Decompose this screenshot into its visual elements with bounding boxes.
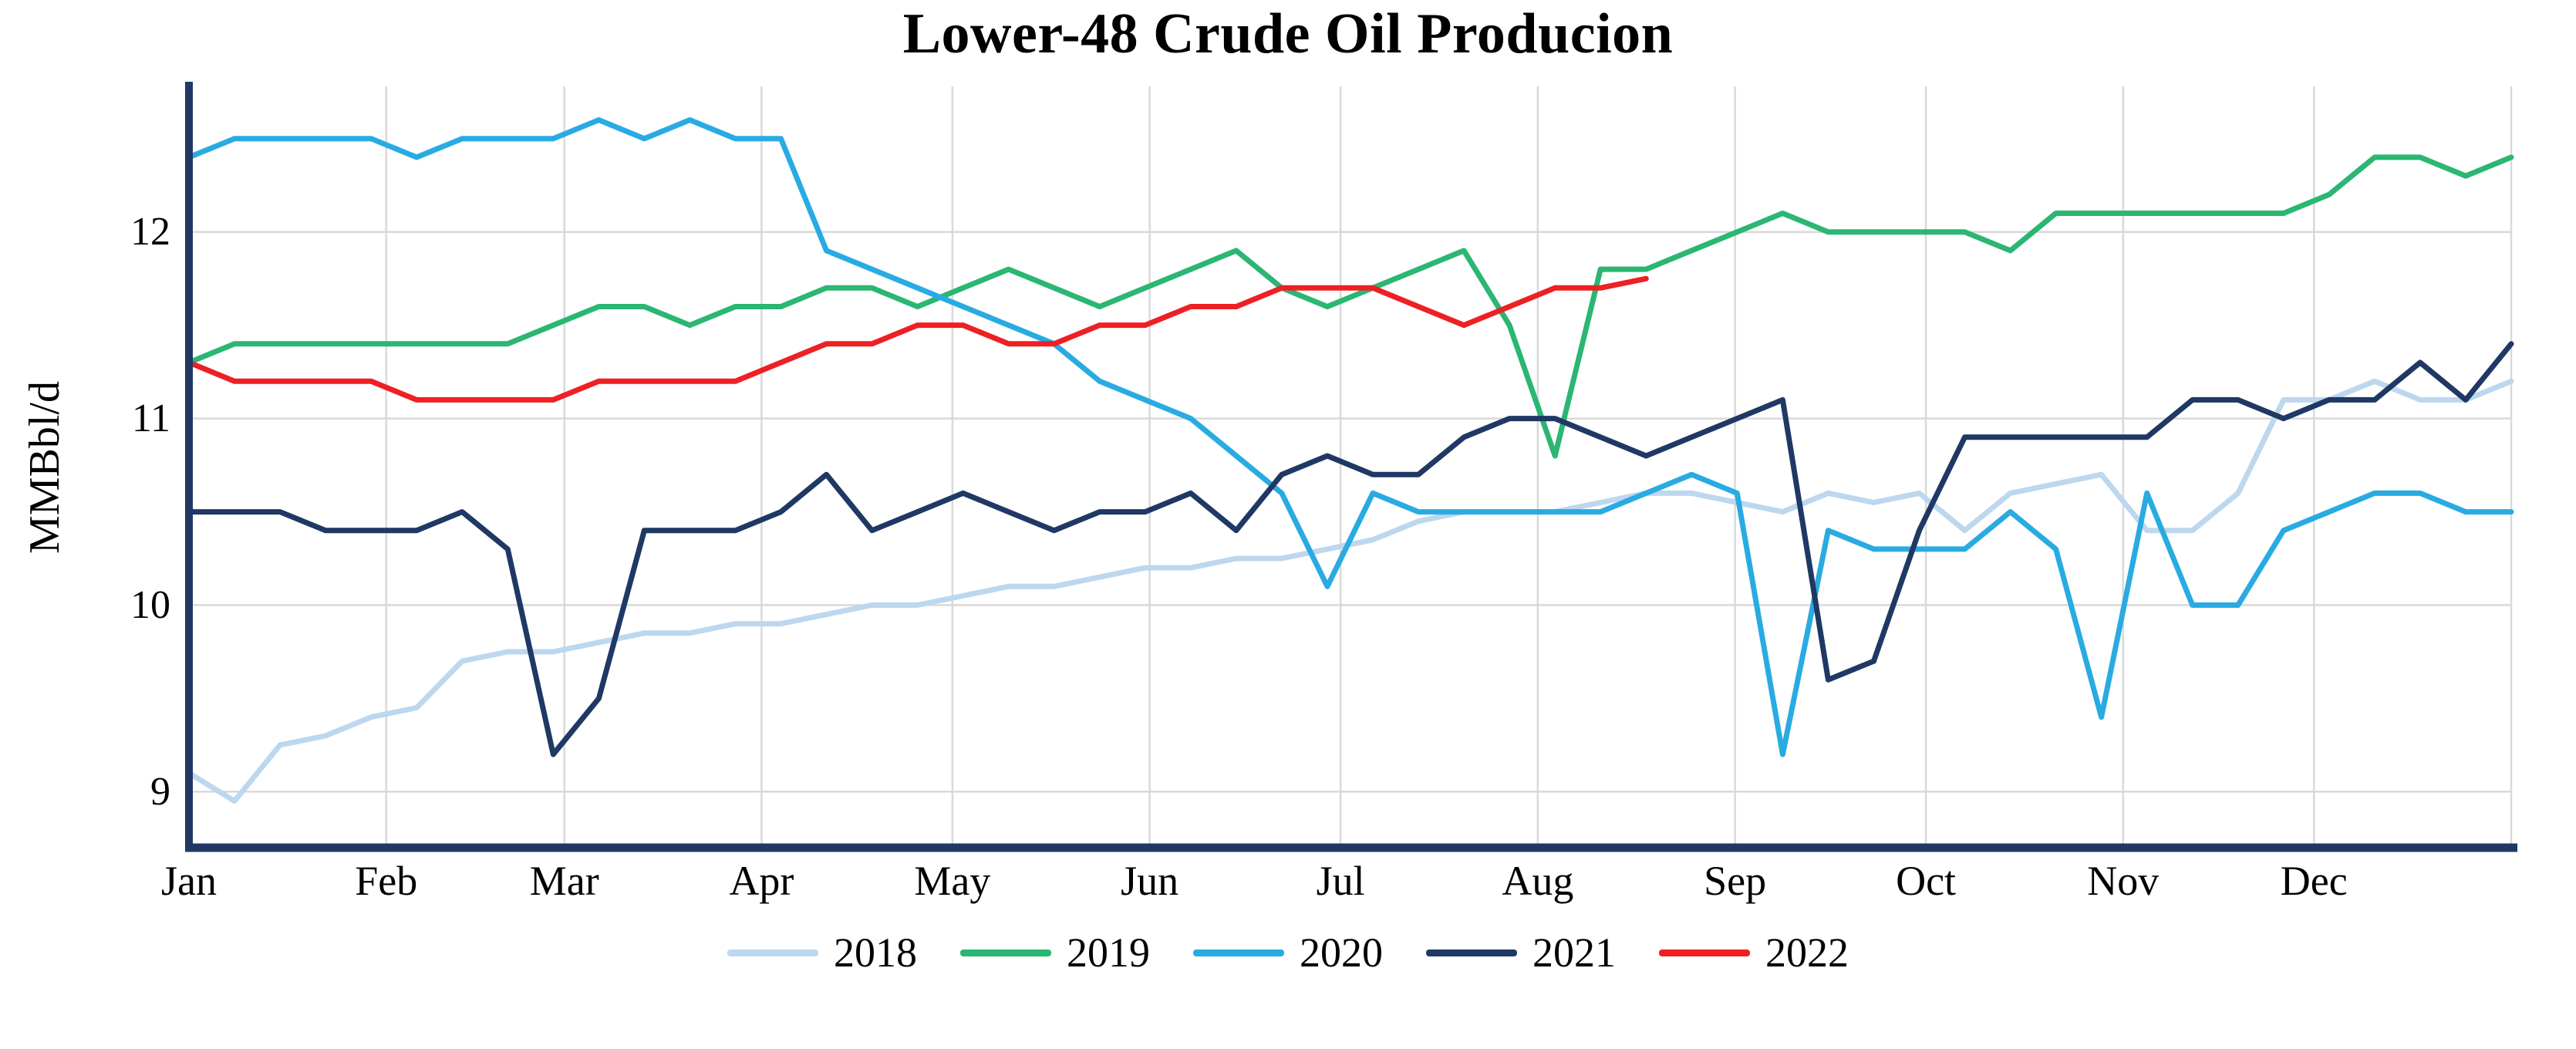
x-tick-label: Mar <box>530 858 599 904</box>
chart-title: Lower-48 Crude Oil Producion <box>902 2 1674 66</box>
legend-swatch-2022 <box>1659 949 1750 956</box>
series-line-2021 <box>186 341 2514 757</box>
y-tick-label: 12 <box>130 210 170 254</box>
legend-label: 2021 <box>1532 929 1616 976</box>
legend-label: 2020 <box>1300 929 1383 976</box>
x-tick-label: Oct <box>1896 858 1956 904</box>
x-tick-label: Jun <box>1121 858 1178 904</box>
x-tick-label: Feb <box>355 858 417 904</box>
legend-item-2020: 2020 <box>1193 929 1383 976</box>
legend-label: 2019 <box>1067 929 1150 976</box>
legend-item-2022: 2022 <box>1659 929 1849 976</box>
legend-item-2021: 2021 <box>1426 929 1616 976</box>
legend-swatch-2020 <box>1193 949 1284 956</box>
x-tick-label: Aug <box>1502 858 1573 904</box>
x-tick-label: Sep <box>1704 858 1766 904</box>
x-tick-label: Apr <box>729 858 794 904</box>
series-line-2020 <box>186 117 2514 757</box>
x-tick-label: Dec <box>2281 858 2348 904</box>
legend-swatch-2018 <box>727 949 818 956</box>
legend-swatch-2021 <box>1426 949 1517 956</box>
x-tick-label: Jan <box>161 858 217 904</box>
x-tick-label: May <box>914 858 990 904</box>
legend-item-2018: 2018 <box>727 929 917 976</box>
y-tick-label: 10 <box>130 583 170 627</box>
y-tick-label: 11 <box>132 396 170 440</box>
legend-swatch-2019 <box>960 949 1051 956</box>
x-tick-label: Nov <box>2087 858 2159 904</box>
legend-item-2019: 2019 <box>960 929 1150 976</box>
series-line-2022 <box>186 275 1649 403</box>
series-line-2019 <box>186 154 2514 459</box>
x-tick-label: Jul <box>1317 858 1365 904</box>
legend-label: 2018 <box>834 929 917 976</box>
legend-label: 2022 <box>1765 929 1849 976</box>
y-tick-label: 9 <box>150 770 170 814</box>
legend: 2018 2019 2020 2021 2022 <box>0 929 2576 976</box>
series-line-2018 <box>186 378 2514 804</box>
